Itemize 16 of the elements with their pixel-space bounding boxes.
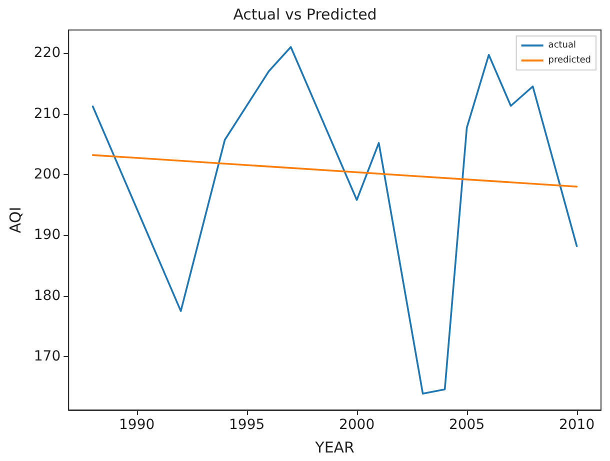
x-tick-label: 1995	[228, 417, 265, 433]
x-tick-label: 2010	[558, 417, 595, 433]
y-tick-label: 210	[34, 106, 61, 122]
y-tick-label: 170	[34, 348, 61, 365]
y-tick-label: 220	[34, 45, 61, 62]
y-tick-label: 180	[34, 288, 61, 304]
y-axis-title: AQI	[6, 206, 24, 234]
x-tick-label: 1990	[119, 417, 155, 433]
legend-label: actual	[548, 40, 576, 50]
y-tick-label: 190	[34, 227, 61, 244]
y-tick-label: 200	[34, 166, 61, 182]
legend-label: predicted	[548, 56, 592, 66]
chart-title: Actual vs Predicted	[233, 6, 377, 24]
x-tick-label: 2005	[448, 417, 485, 433]
x-tick-label: 2000	[338, 417, 375, 433]
x-axis-title: YEAR	[314, 438, 354, 456]
